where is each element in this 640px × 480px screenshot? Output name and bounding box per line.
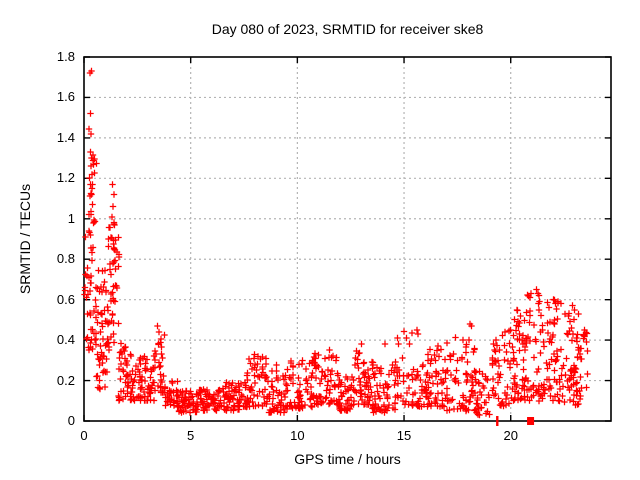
y-tick-label: 1.8 <box>56 49 75 64</box>
y-tick-label: 0.8 <box>56 251 75 267</box>
x-tick-label: 5 <box>187 428 195 443</box>
x-tick-label: 10 <box>290 428 305 443</box>
y-axis-label: SRMTID / TECUs <box>17 183 33 295</box>
zero-marker-bar <box>496 416 499 426</box>
x-tick-label: 15 <box>396 428 412 443</box>
y-tick-label: 0 <box>67 413 75 428</box>
y-tick-label: 0.6 <box>56 291 75 307</box>
y-tick-label: 0.2 <box>56 372 75 388</box>
x-tick-label: 20 <box>503 428 518 443</box>
y-tick-label: 1 <box>67 210 75 226</box>
axis-border <box>83 56 612 422</box>
x-tick-label: 0 <box>80 428 88 443</box>
y-tick-label: 1.4 <box>56 129 75 145</box>
y-tick-label: 0.4 <box>56 332 75 348</box>
y-tick-label: 1.2 <box>56 170 75 186</box>
x-axis-label: GPS time / hours <box>294 451 401 467</box>
grid-lines <box>84 57 611 421</box>
zero-marker-square <box>527 417 535 425</box>
chart-title: Day 080 of 2023, SRMTID for receiver ske… <box>211 21 484 37</box>
scatter-points <box>81 67 591 419</box>
y-tick-label: 1.6 <box>56 89 75 105</box>
